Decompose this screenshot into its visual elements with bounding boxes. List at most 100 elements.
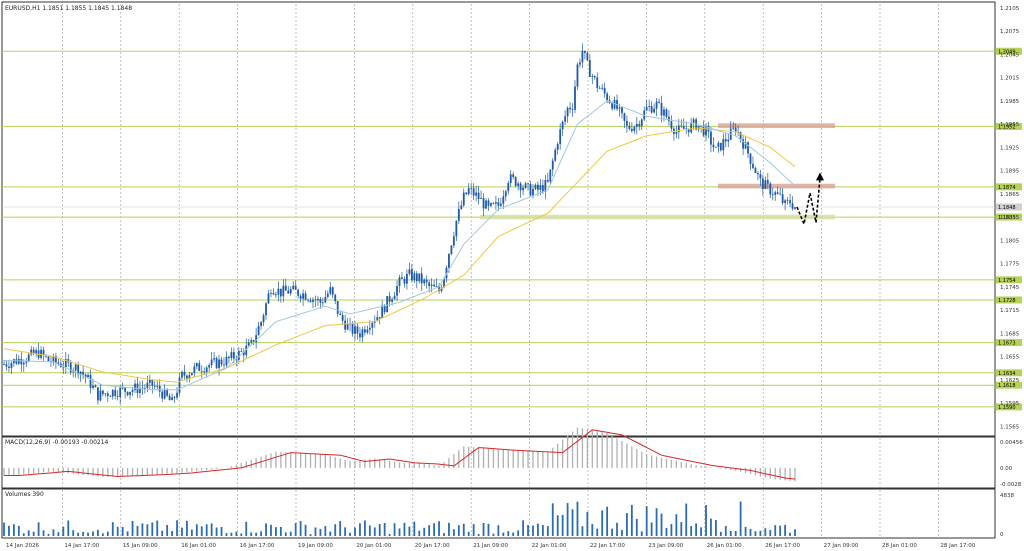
- candle-body: [593, 76, 596, 78]
- volume-bar: [92, 531, 94, 536]
- volume-bar: [517, 530, 520, 536]
- price-tick: 1.1895: [1000, 169, 1020, 175]
- volume-bar: [27, 530, 30, 536]
- candle-body: [440, 287, 443, 292]
- candle-body: [480, 198, 482, 199]
- candle-body: [648, 106, 651, 107]
- price-tick: 1.1625: [1000, 378, 1020, 384]
- candle-body: [287, 290, 290, 294]
- candle-body: [712, 144, 715, 148]
- candle-body: [564, 116, 567, 122]
- volume-bar: [260, 531, 262, 536]
- volume-bar: [433, 523, 436, 536]
- price-tick: 1.1745: [1000, 285, 1020, 291]
- level-badge: [996, 213, 1022, 221]
- candle-body: [3, 364, 5, 366]
- volume-bar: [8, 525, 10, 536]
- candle-body: [143, 387, 146, 389]
- volume-bar: [354, 527, 356, 536]
- volume-bar: [67, 520, 70, 536]
- candle-body: [611, 102, 613, 109]
- candle-body: [176, 392, 178, 398]
- candle-body: [208, 365, 211, 368]
- candle-body: [292, 285, 295, 290]
- candle-body: [539, 185, 542, 190]
- volume-bar: [294, 523, 297, 536]
- volume-bar: [532, 525, 534, 536]
- candle-body: [42, 349, 45, 356]
- candle-body: [368, 327, 371, 330]
- candle-body: [232, 352, 235, 359]
- time-label: 26 Jan 17:00: [765, 543, 800, 549]
- volume-bar: [428, 525, 431, 536]
- price-tick: 1.1865: [1000, 192, 1020, 198]
- volume-bar: [289, 531, 292, 536]
- price-tick: 1.1985: [1000, 99, 1020, 105]
- volume-tick: 4838: [1000, 493, 1014, 499]
- volume-bar: [363, 520, 366, 536]
- candle-body: [470, 188, 473, 190]
- candle-body: [277, 288, 280, 295]
- candle-body: [378, 317, 381, 319]
- volume-bar: [467, 531, 470, 536]
- candle-body: [168, 395, 171, 401]
- candle-body: [433, 284, 436, 287]
- candle-body: [645, 106, 648, 111]
- candle-body: [517, 183, 520, 186]
- candle-body: [20, 358, 23, 365]
- volume-bar: [660, 513, 663, 536]
- candle-body: [139, 387, 141, 393]
- volume-bar: [304, 524, 307, 536]
- candle-body: [448, 253, 450, 268]
- volume-bar: [705, 505, 707, 536]
- candle-body: [64, 359, 67, 368]
- volume-bar: [764, 528, 767, 536]
- volume-bar: [769, 530, 772, 536]
- volume-bar: [675, 514, 678, 536]
- volume-bar: [606, 506, 609, 536]
- candle-body: [87, 374, 89, 378]
- candle-body: [156, 385, 159, 387]
- level-badge: [996, 296, 1022, 304]
- candle-body: [406, 273, 408, 284]
- horizontal-levels: 1.2049 1.1952 1.1874 1.1835 1.1754 1.1728 1.16…: [2, 47, 1022, 411]
- volume-bar: [749, 529, 752, 536]
- volume-bar: [640, 531, 643, 536]
- candle-body: [319, 298, 322, 303]
- candle-body: [354, 326, 356, 334]
- candle-body: [106, 393, 109, 397]
- candle-body: [363, 329, 366, 333]
- main-pane-header: EURUSD,H1 1.1851 1.1855 1.1845 1.1848: [5, 5, 132, 12]
- candle-body: [685, 128, 688, 130]
- price-tick: 1.1565: [1000, 424, 1020, 430]
- candle-body: [74, 364, 77, 371]
- volume-bar: [448, 522, 450, 536]
- candle-body: [359, 333, 361, 338]
- volume-bar: [309, 534, 312, 536]
- candle-body: [485, 200, 487, 209]
- candle-body: [670, 121, 673, 129]
- price-tick: 1.1775: [1000, 262, 1020, 268]
- volume-bar: [111, 522, 114, 536]
- volume-bar: [57, 532, 60, 536]
- candle-body: [32, 349, 35, 355]
- volume-bar: [680, 522, 683, 536]
- level-badge: [996, 381, 1022, 389]
- volume-bar: [101, 533, 104, 536]
- candle-body: [415, 273, 418, 282]
- resistance-zone: [718, 123, 835, 128]
- level-label: 1.1952: [998, 124, 1016, 130]
- time-label: 15 Jan 09:00: [123, 543, 158, 549]
- volume-bar: [591, 524, 594, 536]
- volume-bar: [576, 501, 579, 536]
- volume-bar: [710, 518, 712, 536]
- volume-bar: [235, 531, 238, 536]
- moving-averages: [3, 100, 796, 391]
- volume-bar: [200, 526, 203, 536]
- candle-body: [82, 371, 84, 375]
- volume-bar: [418, 530, 421, 536]
- volume-bar: [324, 526, 327, 536]
- volume-bar: [32, 531, 35, 536]
- macd-tick: -0.0028: [1000, 482, 1022, 488]
- volume-pane-frame: [1, 488, 996, 539]
